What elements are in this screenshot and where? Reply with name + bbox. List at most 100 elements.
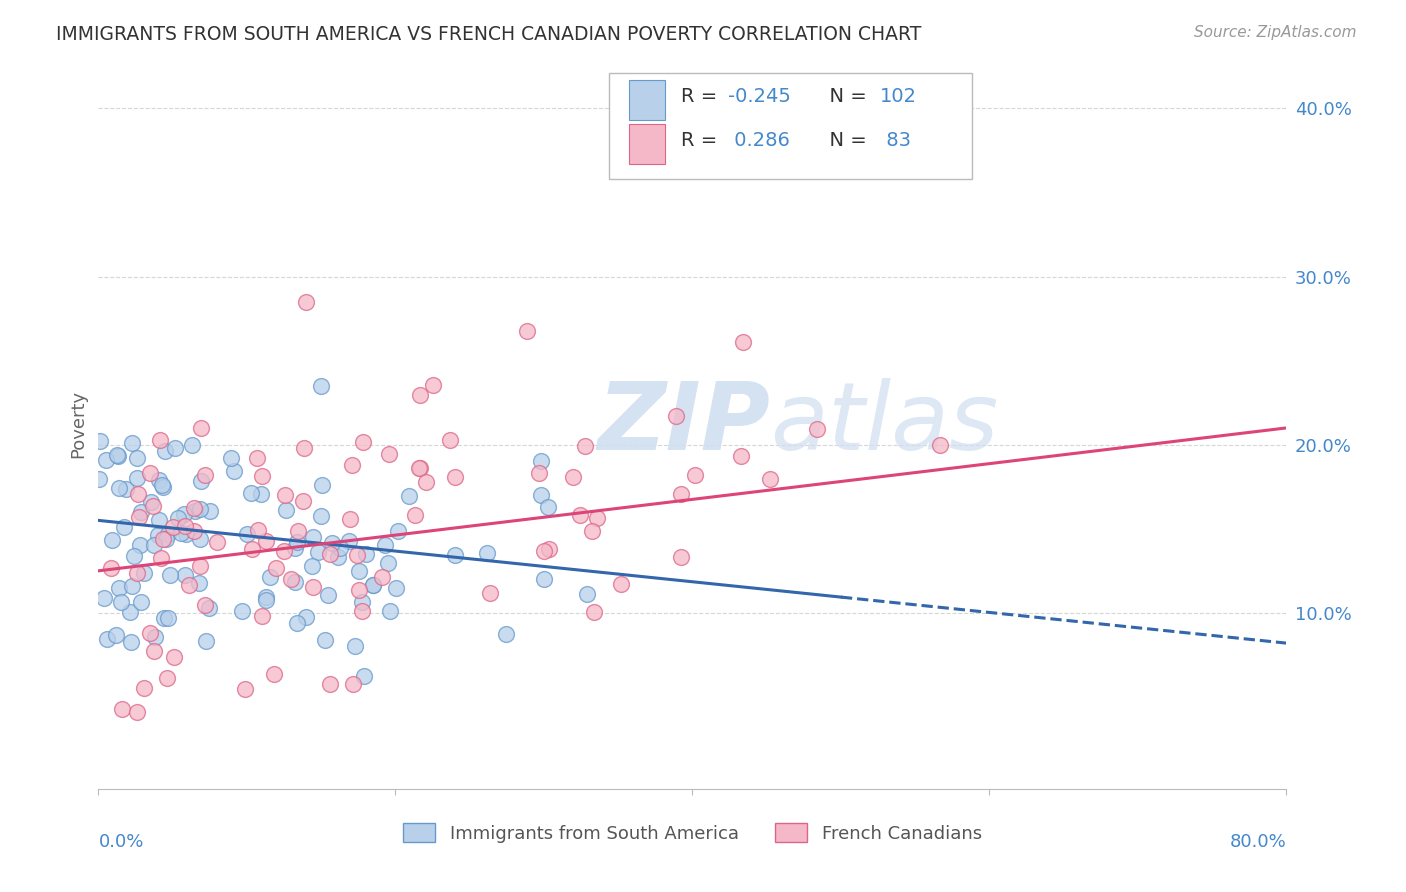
Point — [415, 475, 437, 489]
Point — [152, 532, 174, 546]
Point — [404, 508, 426, 523]
Point — [120, 605, 142, 619]
Point — [105, 448, 128, 462]
Point — [205, 534, 228, 549]
Point — [183, 524, 205, 538]
Point — [122, 549, 145, 563]
Point — [181, 438, 204, 452]
Point — [231, 604, 253, 618]
Point — [105, 628, 128, 642]
Text: 0.0%: 0.0% — [98, 833, 143, 851]
Point — [233, 682, 256, 697]
Point — [148, 528, 170, 542]
Point — [127, 487, 149, 501]
Point — [537, 500, 560, 514]
Point — [143, 538, 166, 552]
Point — [478, 586, 501, 600]
Text: 102: 102 — [880, 87, 917, 106]
Point — [319, 548, 342, 562]
Point — [302, 530, 325, 544]
Point — [121, 579, 143, 593]
Text: N =: N = — [817, 131, 873, 150]
Point — [110, 595, 132, 609]
Point — [527, 466, 550, 480]
Point — [173, 518, 195, 533]
Point — [533, 543, 555, 558]
Point — [495, 626, 517, 640]
Point — [128, 510, 150, 524]
Point — [354, 547, 377, 561]
Point — [89, 434, 111, 448]
Point — [533, 573, 555, 587]
Point — [96, 452, 118, 467]
Text: -0.245: -0.245 — [728, 87, 792, 106]
Legend: Immigrants from South America, French Canadians: Immigrants from South America, French Ca… — [395, 816, 990, 850]
Point — [665, 409, 688, 423]
Point — [259, 570, 281, 584]
Point — [669, 550, 692, 565]
Point — [669, 487, 692, 501]
Point — [108, 581, 131, 595]
Point — [530, 488, 553, 502]
Text: 80.0%: 80.0% — [1230, 833, 1286, 851]
Point — [156, 611, 179, 625]
Point — [183, 504, 205, 518]
Point — [314, 632, 336, 647]
Point — [174, 567, 197, 582]
Point — [309, 509, 332, 524]
Point — [194, 468, 217, 483]
Point — [343, 639, 366, 653]
Point — [176, 526, 198, 541]
Point — [806, 422, 828, 436]
Point — [141, 495, 163, 509]
Point — [100, 533, 122, 548]
Point — [280, 573, 302, 587]
Point — [730, 449, 752, 463]
Point — [177, 577, 200, 591]
Text: IMMIGRANTS FROM SOUTH AMERICA VS FRENCH CANADIAN POVERTY CORRELATION CHART: IMMIGRANTS FROM SOUTH AMERICA VS FRENCH … — [56, 25, 921, 44]
Point — [302, 580, 325, 594]
Point — [384, 581, 406, 595]
Point — [236, 527, 259, 541]
Point — [475, 546, 498, 560]
Point — [121, 436, 143, 450]
Point — [339, 512, 361, 526]
Point — [352, 435, 374, 450]
Text: 83: 83 — [880, 131, 911, 150]
Point — [387, 524, 409, 539]
Point — [142, 499, 165, 513]
Point — [127, 471, 149, 485]
Point — [107, 449, 129, 463]
Point — [138, 466, 160, 480]
Point — [586, 511, 609, 525]
Point — [329, 541, 352, 556]
Point — [292, 441, 315, 455]
Text: R =: R = — [681, 87, 723, 106]
Point — [190, 420, 212, 434]
Point — [183, 500, 205, 515]
Point — [263, 666, 285, 681]
Point — [139, 626, 162, 640]
Point — [194, 598, 217, 612]
Point — [408, 461, 430, 475]
Point — [254, 593, 277, 607]
Point — [342, 677, 364, 691]
Point — [683, 467, 706, 482]
Point — [347, 583, 370, 598]
Point — [163, 649, 186, 664]
Point — [252, 608, 274, 623]
Point — [562, 469, 585, 483]
Point — [149, 551, 172, 566]
Point — [143, 631, 166, 645]
Point — [115, 482, 138, 496]
Point — [361, 577, 384, 591]
Point — [155, 533, 177, 547]
Point — [120, 635, 142, 649]
Point — [340, 458, 363, 472]
Point — [444, 469, 467, 483]
Point — [284, 541, 307, 555]
Point — [319, 677, 342, 691]
Bar — [630, 124, 665, 164]
Point — [107, 481, 129, 495]
Point — [125, 566, 148, 581]
